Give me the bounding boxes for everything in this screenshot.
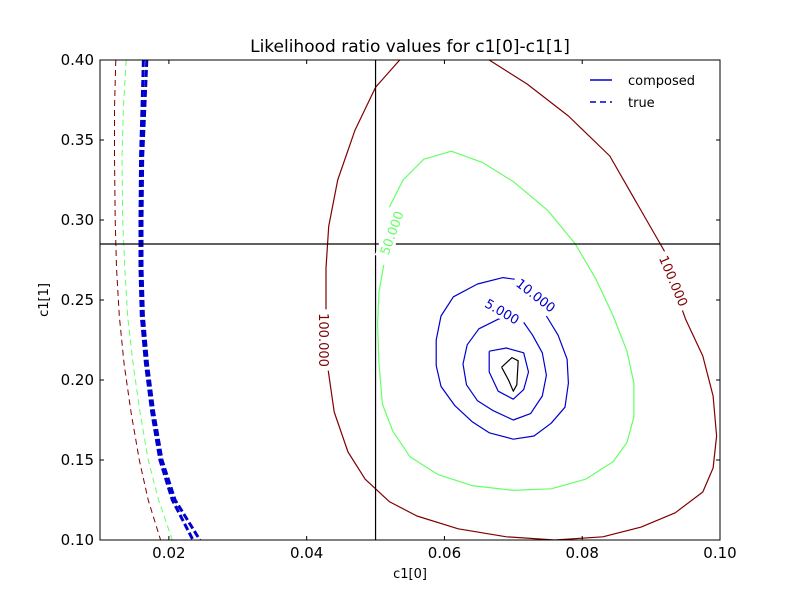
x-axis-label: c1[0] [393, 567, 427, 582]
contour-label-gap [654, 249, 694, 313]
legend-entry-composed: composed [590, 74, 695, 89]
y-tick-label: 0.35 [61, 131, 94, 149]
x-tick-label: 0.02 [152, 544, 185, 562]
chart-title: Likelihood ratio values for c1[0]-c1[1] [250, 37, 570, 57]
true-contour-5 [140, 60, 202, 540]
legend-label: composed [628, 74, 695, 89]
true-contour-50 [121, 60, 173, 540]
y-axis-label: c1[1] [37, 283, 52, 317]
y-tick-label: 0.25 [61, 291, 94, 309]
composed-contour-inner-5 [501, 357, 519, 392]
composed-contour-inner-4 [488, 347, 530, 400]
composed-contour-50 [377, 150, 635, 491]
true-contour-10 [138, 60, 195, 540]
y-tick-label: 0.40 [61, 51, 94, 69]
y-tick-label: 0.20 [61, 371, 94, 389]
y-tick-label: 0.15 [61, 451, 94, 469]
contour-label-100-0: 100.000 [315, 309, 332, 371]
legend: composed true [590, 74, 695, 111]
x-tick-label: 0.06 [428, 544, 461, 562]
contour-label-gap [315, 309, 332, 371]
contour-label-gap [374, 205, 409, 261]
legend-label: true [628, 96, 655, 111]
contour-label-gap [478, 293, 526, 330]
true-contour-100 [114, 60, 162, 540]
axes: 0.02 0.04 0.06 0.08 0.10 0.10 0.15 0.20 0.25 0.30… [61, 51, 737, 562]
composed-contour-5 [462, 313, 547, 421]
plot-area [100, 60, 720, 540]
x-tick-label: 0.08 [566, 544, 599, 562]
x-tick-label: 0.04 [290, 544, 323, 562]
contour-label-gap [510, 272, 562, 318]
x-tick-label: 0.10 [703, 544, 736, 562]
contour-label-text: 100.000 [315, 313, 330, 367]
y-tick-label: 0.10 [61, 531, 94, 549]
y-tick-label: 0.30 [61, 211, 94, 229]
composed-contour-10 [435, 277, 569, 440]
legend-entry-true: true [590, 96, 655, 111]
